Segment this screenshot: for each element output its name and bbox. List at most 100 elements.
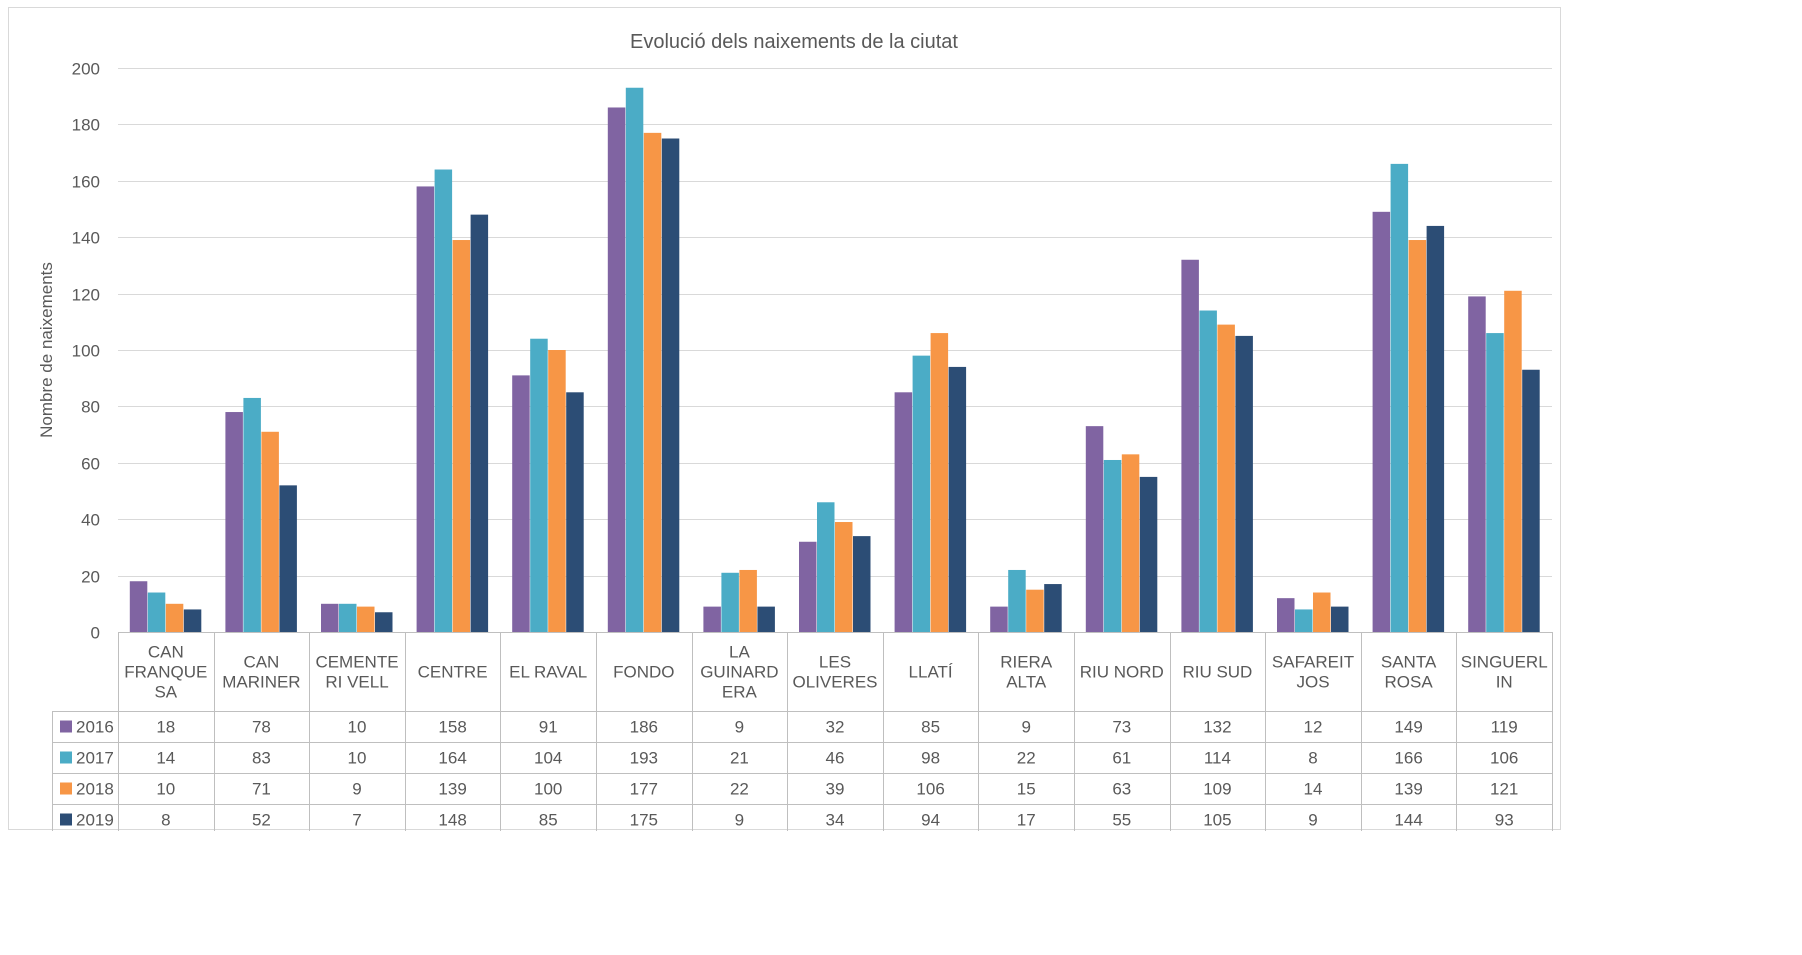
x-tick-label: LLATÍ <box>909 663 953 682</box>
bar <box>930 333 949 632</box>
data-label: 14 <box>1304 780 1323 799</box>
legend-label: 2016 <box>76 718 114 737</box>
chart-border <box>8 7 1561 830</box>
data-label: 73 <box>1112 718 1131 737</box>
bar <box>948 366 967 632</box>
y-tick-label: 40 <box>81 511 100 530</box>
bar <box>912 355 931 632</box>
data-label: 104 <box>534 749 562 768</box>
data-label: 10 <box>348 718 367 737</box>
bar <box>1199 310 1217 632</box>
data-label: 15 <box>1017 780 1036 799</box>
x-tick-label: CENTRE <box>418 663 488 682</box>
y-tick-label: 80 <box>81 398 100 417</box>
data-label: 177 <box>630 780 658 799</box>
bar <box>661 138 680 632</box>
data-label: 139 <box>1394 780 1422 799</box>
data-label: 12 <box>1304 718 1323 737</box>
bar <box>434 169 453 632</box>
bars <box>129 87 1540 633</box>
bar <box>643 132 662 633</box>
chart-container: CAN FRANQUE SA CAN MARINER CEMENTE RI VELL CENT… <box>8 7 1561 831</box>
x-tick-label: CEMENTE RI VELL <box>315 653 398 692</box>
x-tick-label: LES OLIVERES <box>792 653 877 692</box>
data-label: 21 <box>730 749 749 768</box>
x-tick-label: CAN FRANQUE SA <box>124 643 207 702</box>
bar <box>1181 259 1199 632</box>
bar <box>1103 459 1122 632</box>
bar <box>607 107 626 633</box>
bar <box>279 485 297 632</box>
x-tick-label: CAN MARINER <box>222 653 300 692</box>
data-label: 9 <box>352 780 361 799</box>
data-label: 10 <box>348 749 367 768</box>
data-label: 93 <box>1495 811 1514 830</box>
data-label: 114 <box>1204 749 1231 768</box>
y-axis-label: Nombre de naixements <box>37 262 56 438</box>
data-label: 22 <box>730 780 749 799</box>
data-label: 98 <box>921 749 940 768</box>
bar <box>1235 335 1253 632</box>
x-tick-label: RIU NORD <box>1080 663 1164 682</box>
bar <box>1486 333 1504 632</box>
data-label: 39 <box>826 780 845 799</box>
data-label: 85 <box>921 718 940 737</box>
data-label: 63 <box>1112 780 1131 799</box>
data-label: 166 <box>1394 749 1422 768</box>
x-tick-label: SINGUERL IN <box>1461 653 1548 692</box>
bar <box>894 392 913 632</box>
bar <box>1044 584 1062 632</box>
data-label: 85 <box>539 811 558 830</box>
data-label: 9 <box>735 718 744 737</box>
bar <box>1313 592 1331 632</box>
data-label: 32 <box>826 718 845 737</box>
legend-swatch <box>60 813 72 826</box>
data-label: 132 <box>1203 718 1231 737</box>
data-table: CAN FRANQUE SA CAN MARINER CEMENTE RI VELL CENT… <box>52 632 1553 831</box>
data-label: 100 <box>534 780 562 799</box>
data-label: 34 <box>826 811 845 830</box>
bar <box>243 397 261 632</box>
bar <box>1372 211 1391 632</box>
x-tick-label: LA GUINARD ERA <box>700 643 778 702</box>
data-label: 71 <box>252 780 271 799</box>
data-label: 149 <box>1394 718 1422 737</box>
data-label: 9 <box>1308 811 1317 830</box>
y-tick-label: 160 <box>72 173 100 192</box>
bar <box>1008 569 1026 632</box>
legend-label: 2017 <box>76 749 114 768</box>
data-label: 91 <box>539 718 558 737</box>
data-label: 61 <box>1112 749 1131 768</box>
data-label: 17 <box>1017 811 1036 830</box>
bar <box>375 612 393 632</box>
bar <box>1295 609 1313 632</box>
data-label: 18 <box>156 718 175 737</box>
bar <box>739 569 757 632</box>
y-tick-label: 140 <box>72 229 100 248</box>
x-tick-label: SAFAREIT JOS <box>1272 653 1354 692</box>
y-tick-label: 0 <box>91 624 100 643</box>
data-label: 144 <box>1394 811 1422 830</box>
bar <box>1139 476 1158 632</box>
bar <box>835 522 853 632</box>
data-label: 119 <box>1491 718 1518 737</box>
chart-title: Evolució dels naixements de la ciutat <box>630 31 958 53</box>
gridlines <box>118 68 1552 577</box>
x-tick-label: EL RAVAL <box>509 663 587 682</box>
bar <box>1026 589 1044 632</box>
y-tick-label: 180 <box>72 116 100 135</box>
data-label: 10 <box>156 780 175 799</box>
data-label: 14 <box>156 749 175 768</box>
legend-label: 2018 <box>76 780 114 799</box>
data-label: 139 <box>438 780 466 799</box>
data-label: 193 <box>630 749 658 768</box>
bar <box>548 350 566 632</box>
legend-swatch <box>60 782 72 795</box>
bar <box>147 592 166 632</box>
x-tick-label: RIU SUD <box>1182 663 1252 682</box>
data-label: 105 <box>1203 811 1231 830</box>
bar <box>339 603 357 632</box>
bar <box>1522 369 1540 632</box>
data-label: 186 <box>630 718 658 737</box>
bar <box>799 541 817 632</box>
